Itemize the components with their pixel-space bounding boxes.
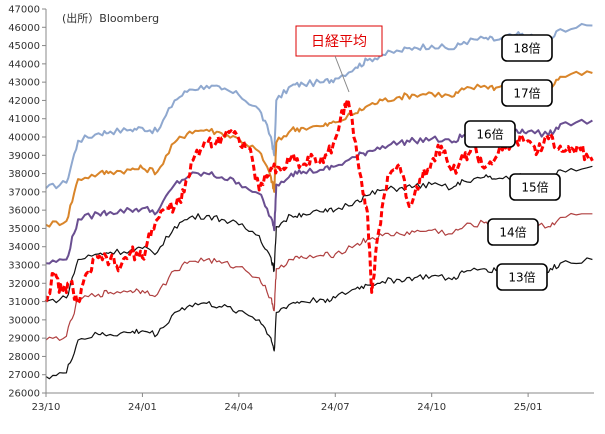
multiple-label: 14倍 xyxy=(499,225,526,240)
y-tick-label: 35000 xyxy=(8,224,40,235)
y-tick-label: 28000 xyxy=(8,352,40,363)
multiple-label-box xyxy=(496,263,548,291)
y-tick-label: 43000 xyxy=(8,78,40,89)
series-line-7 xyxy=(44,100,594,305)
x-tick-label: 24/10 xyxy=(417,402,446,413)
y-tick-label: 41000 xyxy=(8,114,40,125)
y-tick-label: 47000 xyxy=(8,5,40,16)
multiple-label: 13倍 xyxy=(508,270,535,285)
multiple-label-box xyxy=(501,79,553,107)
series-line-2 xyxy=(45,70,593,228)
multiple-label: 17倍 xyxy=(513,86,540,101)
y-tick-label: 45000 xyxy=(8,41,40,52)
tick-labels-group: 26000 27000 28000 29000 30000 31000 32000 33000… xyxy=(8,5,542,414)
y-tick-label: 34000 xyxy=(8,242,40,253)
source-note: (出所）Bloomberg xyxy=(62,12,160,25)
multiple-label-box xyxy=(464,120,516,148)
y-tick-label: 42000 xyxy=(8,96,40,107)
y-tick-label: 46000 xyxy=(8,23,40,34)
x-tick-label: 24/01 xyxy=(128,402,157,413)
y-tick-label: 37000 xyxy=(8,187,40,198)
series-line-4 xyxy=(45,165,593,304)
multiple-label-box xyxy=(487,218,539,246)
y-tick-label: 29000 xyxy=(8,334,40,345)
y-tick-label: 36000 xyxy=(8,206,40,217)
series-line-1 xyxy=(45,22,593,190)
multiple-label-box xyxy=(501,34,553,62)
series-group xyxy=(44,22,594,380)
y-tick-label: 32000 xyxy=(8,279,40,290)
series-line-5 xyxy=(45,212,593,341)
y-tick-label: 31000 xyxy=(8,297,40,308)
axes-group xyxy=(45,9,594,394)
x-tick-label: 24/04 xyxy=(224,402,253,413)
y-tick-label: 38000 xyxy=(8,169,40,180)
y-tick-label: 30000 xyxy=(8,315,40,326)
y-tick-label: 39000 xyxy=(8,151,40,162)
y-tick-label: 40000 xyxy=(8,133,40,144)
y-tick-label: 26000 xyxy=(8,389,40,400)
nikkei-label-leader xyxy=(334,55,350,93)
nikkei-label: 日経平均 xyxy=(311,34,367,50)
x-tick-label: 23/10 xyxy=(32,402,61,413)
multiple-label: 18倍 xyxy=(513,41,540,56)
y-tick-label: 27000 xyxy=(8,370,40,381)
series-line-6 xyxy=(45,257,593,380)
nikkei-label-box xyxy=(295,25,383,57)
annotations-group: 日経平均 18倍 17倍 16倍 15倍 14倍 13倍 xyxy=(295,25,561,291)
y-tick-label: 33000 xyxy=(8,261,40,272)
multiple-label: 16倍 xyxy=(476,127,503,142)
y-tick-label: 44000 xyxy=(8,59,40,70)
x-tick-label: 24/07 xyxy=(321,402,350,413)
x-tick-label: 25/01 xyxy=(514,402,543,413)
multiple-label: 15倍 xyxy=(521,180,548,195)
multiple-label-box xyxy=(509,173,561,201)
